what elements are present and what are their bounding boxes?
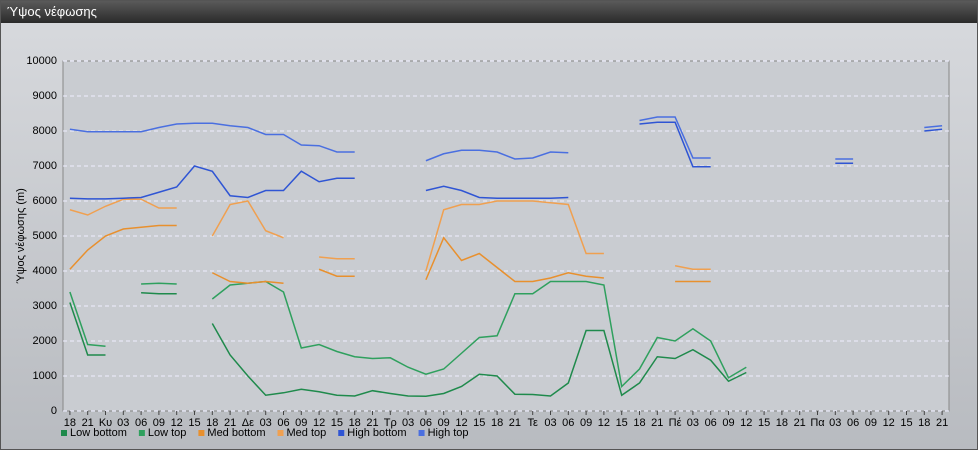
- legend-label: Low bottom: [70, 427, 127, 439]
- x-tick-label: 06: [135, 417, 147, 429]
- y-tick-label: 10000: [26, 55, 57, 67]
- x-tick-label: 15: [758, 417, 770, 429]
- series-line: [69, 198, 711, 272]
- x-tick-label: 21: [82, 417, 94, 429]
- window-title: Ύψος νέφωσης: [1, 1, 977, 23]
- series-line: [69, 280, 747, 389]
- legend-label: Med top: [287, 427, 327, 439]
- x-tick-label: 03: [402, 417, 414, 429]
- x-tick-label: Τρ: [384, 417, 397, 429]
- x-tick-label: 15: [331, 417, 343, 429]
- y-tick-label: 5000: [33, 230, 57, 242]
- x-tick-label: 03: [687, 417, 699, 429]
- legend-swatch: [138, 430, 145, 436]
- x-tick-label: 09: [722, 417, 734, 429]
- x-tick-label: 03: [829, 417, 841, 429]
- legend-label: High bottom: [347, 427, 406, 439]
- x-tick-label: 06: [847, 417, 859, 429]
- y-tick-label: 1000: [33, 370, 57, 382]
- legend-label: Low top: [148, 427, 187, 439]
- y-axis-label: Ύψος νέφωσης (m): [15, 188, 27, 284]
- x-tick-label: Κυ: [99, 417, 112, 429]
- x-tick-label: 15: [188, 417, 200, 429]
- x-tick-label: 21: [224, 417, 236, 429]
- x-tick-label: 15: [616, 417, 628, 429]
- x-tick-label: Τε: [527, 417, 538, 429]
- legend-label: High top: [428, 427, 469, 439]
- x-tick-label: 12: [740, 417, 752, 429]
- y-tick-label: 4000: [33, 265, 57, 277]
- series-line: [69, 291, 747, 398]
- x-tick-label: 18: [64, 417, 76, 429]
- x-tick-label: 06: [277, 417, 289, 429]
- x-tick-label: 18: [633, 417, 645, 429]
- x-tick-label: 12: [171, 417, 183, 429]
- x-tick-label: 09: [580, 417, 592, 429]
- legend-swatch: [418, 430, 425, 436]
- x-tick-label: 09: [865, 417, 877, 429]
- series-line: [69, 121, 943, 200]
- x-tick-label: 15: [900, 417, 912, 429]
- x-tick-label: 21: [651, 417, 663, 429]
- x-tick-label: 12: [313, 417, 325, 429]
- y-tick-label: 8000: [33, 125, 57, 137]
- x-tick-label: 03: [117, 417, 129, 429]
- x-tick-label: 18: [491, 417, 503, 429]
- x-tick-label: 09: [438, 417, 450, 429]
- x-tick-label: 21: [509, 417, 521, 429]
- legend-swatch: [338, 430, 345, 436]
- x-tick-label: 12: [598, 417, 610, 429]
- y-tick-label: 0: [51, 405, 57, 417]
- y-tick-label: 7000: [33, 160, 57, 172]
- y-tick-label: 3000: [33, 300, 57, 312]
- x-tick-label: 12: [883, 417, 895, 429]
- x-tick-label: 18: [918, 417, 930, 429]
- x-tick-label: Δε: [242, 417, 254, 429]
- x-tick-label: 21: [936, 417, 948, 429]
- x-tick-label: 15: [473, 417, 485, 429]
- x-tick-label: 21: [366, 417, 378, 429]
- x-tick-label: 21: [794, 417, 806, 429]
- y-tick-label: 6000: [33, 195, 57, 207]
- x-tick-label: 18: [349, 417, 361, 429]
- x-tick-label: 06: [562, 417, 574, 429]
- legend-swatch: [198, 430, 205, 436]
- series-line: [69, 116, 943, 162]
- y-tick-label: 9000: [33, 90, 57, 102]
- x-tick-label: 18: [776, 417, 788, 429]
- x-tick-label: 18: [206, 417, 218, 429]
- x-tick-label: Πέ: [669, 417, 682, 429]
- legend-label: Med bottom: [207, 427, 265, 439]
- y-tick-label: 2000: [33, 335, 57, 347]
- x-tick-label: 12: [455, 417, 467, 429]
- x-tick-label: 03: [260, 417, 272, 429]
- x-tick-label: 03: [544, 417, 556, 429]
- series-line: [69, 224, 711, 285]
- x-tick-label: 06: [420, 417, 432, 429]
- x-tick-label: 06: [705, 417, 717, 429]
- x-tick-label: 09: [295, 417, 307, 429]
- chart: Ύψος νέφωσης (m) 0 1000 2000 3000 4000 5000 60…: [15, 55, 950, 439]
- x-tick-label: 09: [153, 417, 165, 429]
- legend-swatch: [61, 430, 67, 436]
- x-tick-label: Πα: [810, 417, 825, 429]
- legend-swatch: [277, 430, 284, 436]
